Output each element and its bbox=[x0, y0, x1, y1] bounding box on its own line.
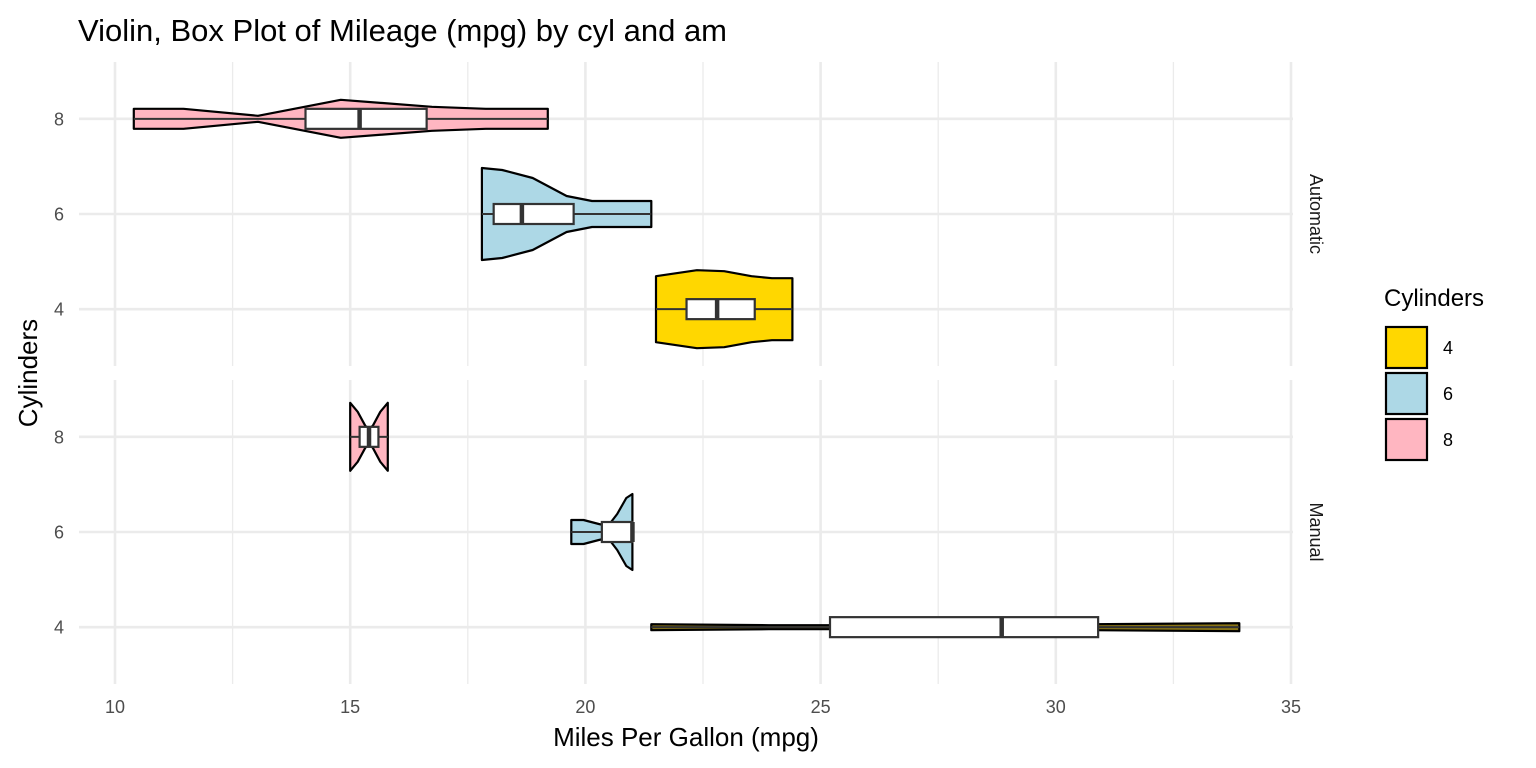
x-axis: 10 15 20 25 30 35 bbox=[105, 697, 1301, 717]
y-tick-label: 8 bbox=[54, 427, 64, 447]
legend-key-6 bbox=[1384, 371, 1429, 416]
legend-key-4 bbox=[1384, 325, 1429, 370]
y-tick-label: 8 bbox=[54, 109, 64, 129]
facet-strip-label: Manual bbox=[1306, 502, 1326, 561]
legend: Cylinders 4 6 8 bbox=[1384, 285, 1484, 462]
box-iqr bbox=[304, 107, 428, 130]
x-tick-label: 10 bbox=[105, 697, 125, 717]
x-tick-label: 20 bbox=[575, 697, 595, 717]
facet-strip-label: Automatic bbox=[1306, 174, 1326, 254]
legend-key-8 bbox=[1384, 417, 1429, 462]
legend-label-8: 8 bbox=[1443, 430, 1453, 450]
box-iqr bbox=[492, 202, 575, 226]
box-iqr bbox=[600, 520, 634, 544]
legend-title: Cylinders bbox=[1384, 285, 1484, 312]
facet-panels: 4 6 8 Automatic 4 6 8 Manual bbox=[54, 62, 1326, 684]
x-axis-title: Miles Per Gallon (mpg) bbox=[553, 722, 819, 752]
legend-label-6: 6 bbox=[1443, 384, 1453, 404]
y-tick-label: 4 bbox=[54, 300, 64, 320]
legend-label-4: 4 bbox=[1443, 338, 1453, 358]
y-axis-title: Cylinders bbox=[13, 319, 43, 427]
x-tick-label: 35 bbox=[1281, 697, 1301, 717]
x-tick-label: 15 bbox=[340, 697, 360, 717]
facet-panel-automatic: 4 6 8 Automatic bbox=[54, 62, 1326, 366]
y-tick-label: 4 bbox=[54, 618, 64, 638]
facet-panel-manual: 4 6 8 Manual bbox=[54, 380, 1326, 684]
box-iqr bbox=[685, 298, 756, 321]
box-iqr bbox=[828, 616, 1100, 639]
legend-items: 4 6 8 bbox=[1384, 325, 1453, 462]
x-tick-label: 25 bbox=[811, 697, 831, 717]
y-tick-label: 6 bbox=[54, 205, 64, 225]
y-tick-label: 6 bbox=[54, 523, 64, 543]
x-tick-label: 30 bbox=[1046, 697, 1066, 717]
chart-title: Violin, Box Plot of Mileage (mpg) by cyl… bbox=[78, 13, 727, 48]
